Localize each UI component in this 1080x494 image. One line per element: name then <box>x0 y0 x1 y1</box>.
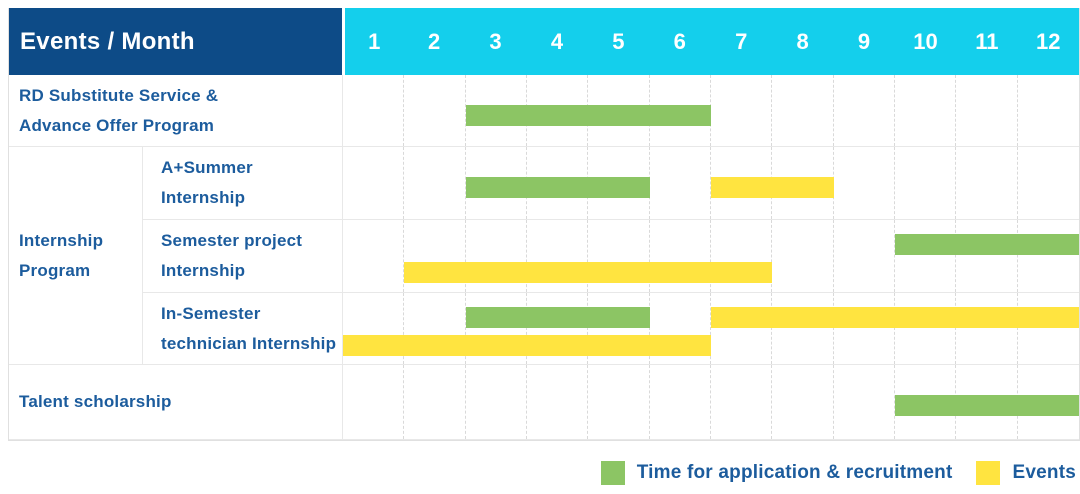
month-gridline <box>834 293 895 364</box>
month-gridline <box>895 147 957 219</box>
month-gridline <box>404 147 466 219</box>
month-gridline <box>588 220 650 292</box>
month-gridline <box>650 365 711 439</box>
month-gridline <box>343 365 405 439</box>
bar-recruitment <box>895 234 1079 255</box>
legend-swatch-events <box>976 461 1001 485</box>
month-gridline <box>650 220 711 292</box>
legend-label-recruitment: Time for application & recruitment <box>636 462 953 483</box>
month-header-12: 12 <box>1017 8 1079 75</box>
row-group-label: Internship Program <box>9 147 142 365</box>
row-chart-in-semester-technician-internship <box>342 293 1079 365</box>
bar-events <box>343 335 711 356</box>
legend-swatch-recruitment <box>600 461 625 485</box>
month-gridline <box>343 147 405 219</box>
legend-item-events: Events <box>976 461 1076 485</box>
month-gridline <box>650 293 711 364</box>
month-gridline <box>466 365 527 439</box>
month-header-2: 2 <box>403 8 465 75</box>
month-gridline <box>834 220 895 292</box>
month-gridline <box>711 293 773 364</box>
row-label-in-semester-technician-internship: In-Semester technician Internship <box>142 293 342 365</box>
row-label-talent-scholarship: Talent scholarship <box>9 365 342 440</box>
month-gridline <box>404 75 466 146</box>
row-chart-semester-project-internship <box>342 220 1079 293</box>
month-header-8: 8 <box>771 8 834 75</box>
month-gridline <box>343 220 405 292</box>
month-header-11: 11 <box>956 8 1018 75</box>
month-gridline <box>404 220 466 292</box>
month-header-10: 10 <box>894 8 957 75</box>
month-gridline <box>772 220 834 292</box>
month-gridline <box>527 293 589 364</box>
bar-events <box>711 177 834 198</box>
month-gridline <box>466 293 527 364</box>
month-gridline <box>1018 147 1079 219</box>
row-label-rd-substitute-advance-offer: RD Substitute Service & Advance Offer Pro… <box>9 75 342 147</box>
legend-label-events: Events <box>1012 462 1076 483</box>
row-label-a-plus-summer-internship: A+Summer Internship <box>142 147 342 220</box>
bar-recruitment <box>465 177 650 198</box>
row-chart-rd-substitute-advance-offer <box>342 75 1079 147</box>
month-gridline <box>834 147 895 219</box>
month-header-7: 7 <box>710 8 772 75</box>
month-header-4: 4 <box>526 8 588 75</box>
month-gridline <box>588 365 650 439</box>
month-gridline <box>527 365 589 439</box>
month-gridline <box>772 365 834 439</box>
month-gridline <box>404 365 466 439</box>
month-gridline <box>343 75 405 146</box>
gantt-table: Events / Month 1 2 3 4 5 6 7 8 9 10 11 12 RD Substit… <box>8 8 1080 441</box>
month-gridline <box>956 293 1018 364</box>
month-gridline <box>466 220 527 292</box>
month-gridline <box>1018 220 1079 292</box>
bar-recruitment <box>465 307 650 328</box>
month-gridline <box>711 220 773 292</box>
bar-recruitment <box>465 105 711 126</box>
month-gridline <box>527 220 589 292</box>
month-header-9: 9 <box>833 8 895 75</box>
month-gridline <box>343 293 405 364</box>
month-gridline <box>834 75 895 146</box>
month-header-1: 1 <box>342 8 404 75</box>
month-gridline <box>834 365 895 439</box>
month-gridline <box>895 75 957 146</box>
month-gridline <box>1018 75 1079 146</box>
row-chart-talent-scholarship <box>342 365 1079 440</box>
month-header-5: 5 <box>587 8 650 75</box>
bar-events <box>404 262 773 283</box>
month-gridline <box>404 293 466 364</box>
bar-events <box>711 307 1079 328</box>
month-gridline <box>772 75 834 146</box>
month-gridline <box>772 293 834 364</box>
month-gridline <box>895 220 957 292</box>
month-header-3: 3 <box>464 8 527 75</box>
month-gridline <box>711 75 773 146</box>
row-label-semester-project-internship: Semester project Internship <box>142 220 342 293</box>
table-corner-header: Events / Month <box>9 8 342 75</box>
corner-title: Events / Month <box>20 27 195 55</box>
month-gridline <box>956 220 1018 292</box>
row-chart-a-plus-summer-internship <box>342 147 1079 220</box>
month-gridline <box>650 147 711 219</box>
month-gridline <box>1018 293 1079 364</box>
month-gridline <box>711 365 773 439</box>
month-gridline <box>956 147 1018 219</box>
chart-legend: Time for application & recruitment Event… <box>8 461 1080 485</box>
month-gridline <box>588 293 650 364</box>
legend-item-recruitment: Time for application & recruitment <box>600 461 953 485</box>
bar-recruitment <box>895 395 1079 416</box>
month-gridline <box>895 293 957 364</box>
month-gridline <box>956 75 1018 146</box>
month-header-6: 6 <box>649 8 711 75</box>
